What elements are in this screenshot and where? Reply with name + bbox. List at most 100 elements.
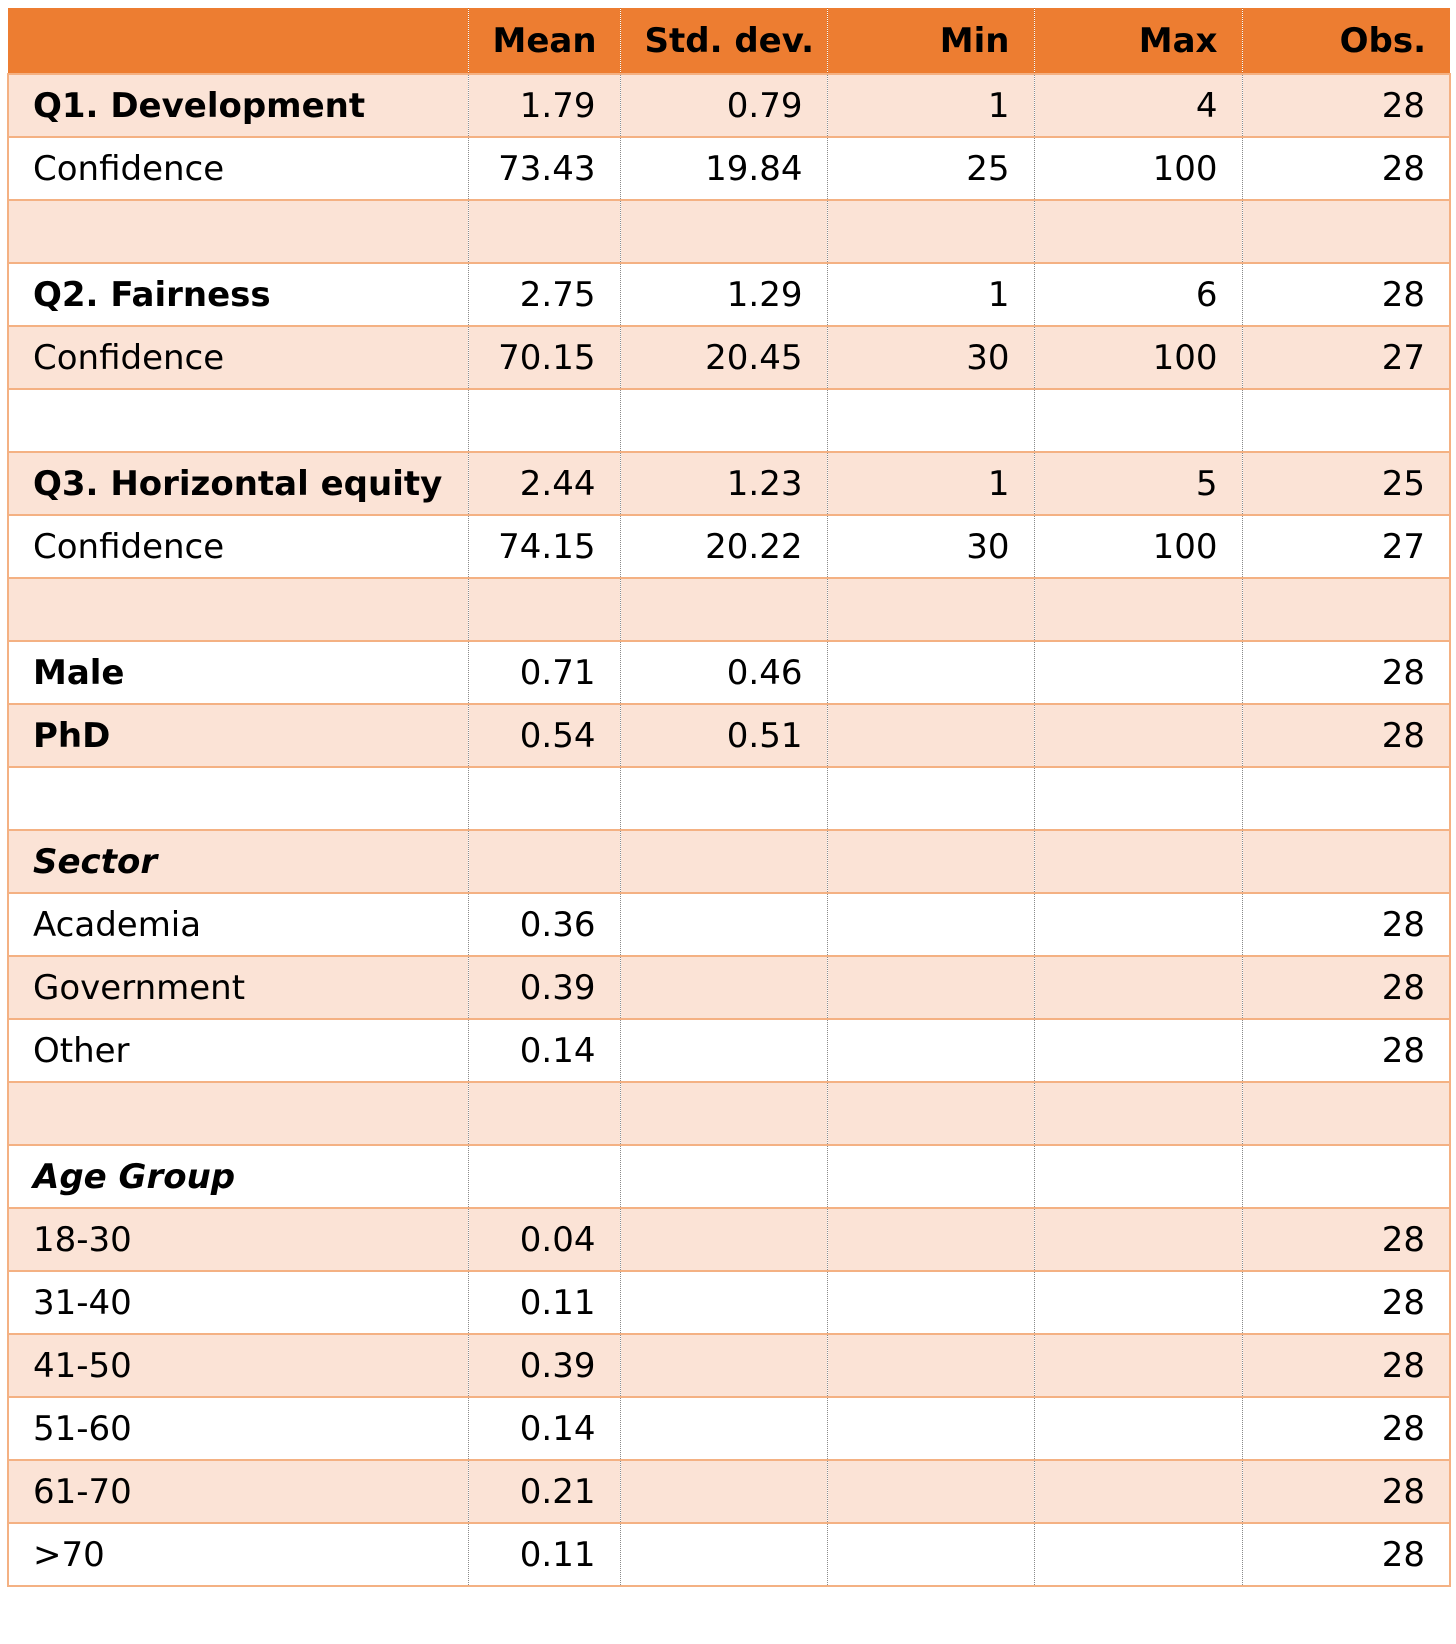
max-cell [1033, 1145, 1242, 1208]
max-cell [1033, 1019, 1242, 1082]
row-label [8, 1082, 468, 1145]
mean-cell: 0.36 [467, 893, 620, 956]
mean-cell: 0.04 [467, 1208, 620, 1271]
std-dev-cell: 19.84 [619, 137, 827, 200]
std-dev-cell [619, 830, 827, 893]
max-cell: 6 [1033, 263, 1242, 326]
row-label: Age Group [33, 1156, 236, 1197]
obs-cell: 28 [1241, 1019, 1450, 1082]
min-cell [826, 1145, 1034, 1208]
obs-cell: 28 [1241, 704, 1450, 767]
mean-cell: 0.14 [467, 1019, 620, 1082]
obs-cell: 28 [1241, 1271, 1450, 1334]
row-label: Sector [33, 841, 158, 882]
mean-cell: 0.11 [467, 1523, 620, 1586]
max-cell [1033, 200, 1242, 263]
min-cell [826, 1523, 1034, 1586]
max-cell [1033, 1271, 1242, 1334]
min-cell: 30 [826, 326, 1034, 389]
min-cell [826, 956, 1034, 1019]
row-label: 61-70 [33, 1471, 132, 1512]
table-header: Mean Std. dev. Min Max Obs. [8, 8, 1450, 74]
header-obs: Obs. [1241, 8, 1450, 74]
std-dev-cell [619, 1082, 827, 1145]
max-cell [1033, 389, 1242, 452]
table-row: 41-50 0.39 28 [8, 1334, 1450, 1397]
max-cell [1033, 830, 1242, 893]
obs-cell: 28 [1241, 641, 1450, 704]
min-cell [826, 1208, 1034, 1271]
row-label: Q2. Fairness [33, 274, 271, 315]
row-label [8, 767, 468, 830]
min-cell: 25 [826, 137, 1034, 200]
header-label-column [8, 8, 468, 74]
mean-cell: 73.43 [467, 137, 620, 200]
max-cell [1033, 1082, 1242, 1145]
row-label: Confidence [33, 148, 225, 189]
std-dev-cell [619, 1271, 827, 1334]
mean-cell: 0.71 [467, 641, 620, 704]
max-cell [1033, 767, 1242, 830]
row-label [8, 578, 468, 641]
table-row: 61-70 0.21 28 [8, 1460, 1450, 1523]
max-cell: 4 [1033, 74, 1242, 137]
table-row: Age Group [8, 1145, 1450, 1208]
table-row [8, 1082, 1450, 1145]
min-cell [826, 1334, 1034, 1397]
std-dev-cell: 20.22 [619, 515, 827, 578]
max-cell [1033, 641, 1242, 704]
max-cell [1033, 1460, 1242, 1523]
obs-cell: 28 [1241, 74, 1450, 137]
obs-cell [1241, 578, 1450, 641]
header-mean: Mean [467, 8, 620, 74]
row-label: Academia [33, 904, 202, 945]
max-cell: 100 [1033, 515, 1242, 578]
min-cell [826, 578, 1034, 641]
obs-cell: 28 [1241, 1334, 1450, 1397]
table-row [8, 200, 1450, 263]
std-dev-cell: 1.29 [619, 263, 827, 326]
std-dev-cell [619, 767, 827, 830]
row-label: Government [33, 967, 246, 1008]
std-dev-cell: 20.45 [619, 326, 827, 389]
std-dev-cell: 1.23 [619, 452, 827, 515]
row-label: Confidence [33, 526, 225, 567]
table-row: Government 0.39 28 [8, 956, 1450, 1019]
obs-cell [1241, 830, 1450, 893]
mean-cell [467, 200, 620, 263]
header-min: Min [826, 8, 1034, 74]
min-cell: 1 [826, 263, 1034, 326]
row-label: >70 [33, 1534, 105, 1575]
obs-cell: 28 [1241, 1208, 1450, 1271]
min-cell [826, 1271, 1034, 1334]
mean-cell [467, 767, 620, 830]
std-dev-cell [619, 893, 827, 956]
row-label: Male [33, 652, 125, 693]
std-dev-cell [619, 1019, 827, 1082]
row-label: PhD [33, 715, 111, 756]
obs-cell [1241, 1082, 1450, 1145]
std-dev-cell: 0.46 [619, 641, 827, 704]
max-cell [1033, 1523, 1242, 1586]
min-cell [826, 767, 1034, 830]
mean-cell: 74.15 [467, 515, 620, 578]
table-row: Other 0.14 28 [8, 1019, 1450, 1082]
table-row: Sector [8, 830, 1450, 893]
max-cell [1033, 578, 1242, 641]
min-cell: 1 [826, 74, 1034, 137]
table-row: Confidence 70.15 20.45 30 100 27 [8, 326, 1450, 389]
mean-cell: 2.44 [467, 452, 620, 515]
row-label [8, 389, 468, 452]
mean-cell: 0.39 [467, 1334, 620, 1397]
std-dev-cell [619, 578, 827, 641]
table-row: PhD 0.54 0.51 28 [8, 704, 1450, 767]
mean-cell [467, 1145, 620, 1208]
obs-cell: 28 [1241, 1460, 1450, 1523]
header-max: Max [1033, 8, 1242, 74]
obs-cell [1241, 389, 1450, 452]
row-label: Q1. Development [33, 85, 366, 126]
max-cell [1033, 893, 1242, 956]
std-dev-cell [619, 1208, 827, 1271]
row-label: Other [33, 1030, 130, 1071]
std-dev-cell [619, 956, 827, 1019]
